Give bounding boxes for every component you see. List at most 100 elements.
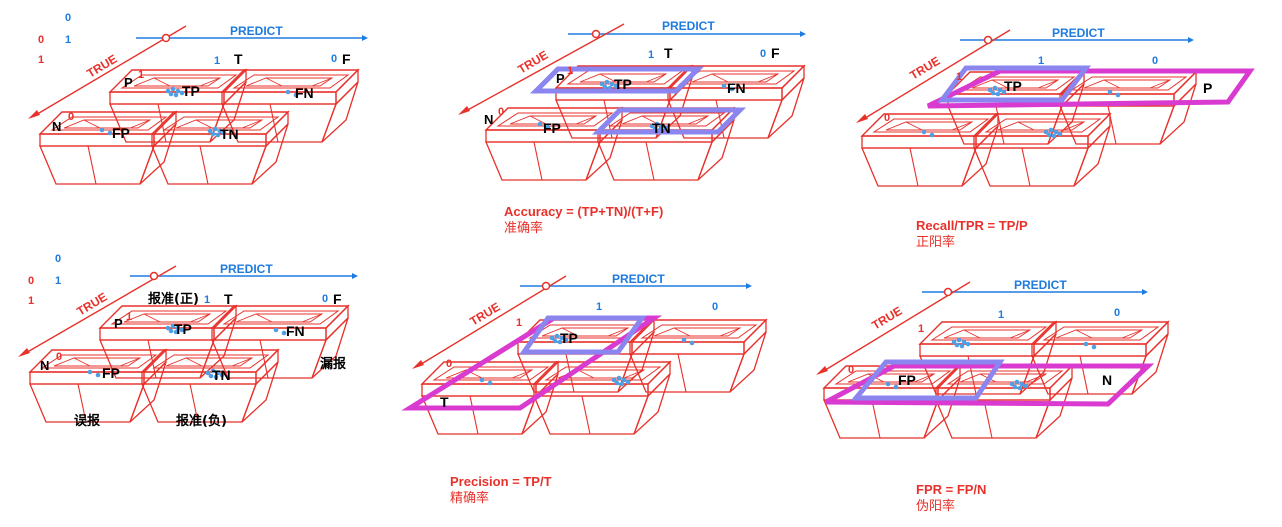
row-0-value: 0 (56, 351, 62, 363)
tray-grid (485, 65, 805, 181)
col-0-value: 0 (1152, 55, 1158, 67)
formula-caption: Accuracy = (TP+TN)/(T+F) (504, 204, 663, 219)
note-false-report: 误报 (74, 414, 101, 429)
col-1-value: 1 (214, 55, 220, 67)
panel-6: PREDICT TRUE 1 0 1 0 FP N FPR = FP/N 伪阳率 (816, 278, 1169, 514)
legend-blue-one: 1 (65, 34, 71, 46)
formula-caption: Recall/TPR = TP/P (916, 218, 1028, 233)
row-0-letter: N (40, 358, 49, 373)
col-0-value: 0 (331, 53, 337, 65)
col-1-value: 1 (998, 309, 1004, 321)
note-report-positive: 报准(正) (148, 291, 199, 307)
row-0-letter: N (484, 112, 493, 127)
col-1-letter: T (224, 291, 233, 307)
row-0-value: 0 (446, 358, 452, 370)
formula-caption-cn: 精确率 (450, 490, 489, 506)
formula-caption: FPR = FP/N (916, 482, 986, 497)
true-label: TRUE (869, 304, 904, 333)
row-0-value: 0 (884, 112, 890, 124)
note-report-negative: 报准(负) (176, 413, 227, 429)
true-label: TRUE (907, 54, 942, 83)
cell-tp: TP (174, 321, 192, 337)
col-0-value: 0 (760, 48, 766, 60)
row-1-value: 1 (567, 65, 573, 77)
col-1-value: 1 (204, 294, 210, 306)
formula-caption: Precision = TP/T (450, 474, 552, 489)
cell-tp: TP (560, 330, 578, 346)
panel-3: PREDICT TRUE 1 0 1 0 TP P Recall/TPR = T… (856, 26, 1255, 250)
cell-fp: FP (543, 120, 561, 136)
true-axis-arrow (23, 265, 177, 355)
legend-red-zero: 0 (28, 275, 34, 287)
cell-tn: TN (652, 120, 671, 136)
row-0-value: 0 (498, 106, 504, 118)
cell-n: N (1102, 372, 1112, 388)
legend-zero: 0 (65, 12, 71, 24)
panel-2: PREDICT TRUE 1 T 0 F P 1 N 0 TP FN FP TN… (458, 19, 806, 236)
axis-origin (541, 281, 551, 291)
legend-red-zero: 0 (38, 34, 44, 46)
axis-origin (161, 33, 171, 43)
true-axis-arrow (463, 23, 625, 113)
col-1-value: 1 (1038, 55, 1044, 67)
row-1-value: 1 (516, 317, 522, 329)
cell-tp: TP (1004, 78, 1022, 94)
axis-origin (149, 271, 159, 281)
row-1-value: 1 (138, 69, 144, 81)
col-1-letter: T (234, 51, 243, 67)
cell-tp: TP (614, 76, 632, 92)
cell-tn: TN (212, 367, 231, 383)
col-0-letter: F (333, 291, 342, 307)
cell-fp: FP (102, 365, 120, 381)
col-0-letter: F (342, 51, 351, 67)
true-label: TRUE (515, 48, 550, 77)
predict-label: PREDICT (612, 272, 665, 286)
col-1-value: 1 (648, 49, 654, 61)
highlight-n-row (824, 363, 1155, 407)
true-axis-arrow (417, 275, 567, 367)
formula-caption-cn: 正阳率 (916, 234, 955, 250)
tray-grid (421, 319, 767, 435)
legend-red-one: 1 (28, 295, 34, 307)
cell-t: T (440, 394, 449, 410)
row-1-letter: P (556, 71, 565, 86)
col-0-value: 0 (712, 301, 718, 313)
predict-label: PREDICT (220, 262, 273, 276)
col-1-value: 1 (596, 301, 602, 313)
row-1-value: 1 (956, 71, 962, 83)
col-0-value: 0 (1114, 307, 1120, 319)
col-1-letter: T (664, 45, 673, 61)
true-axis-arrow (33, 25, 187, 117)
predict-label: PREDICT (1014, 278, 1067, 292)
row-0-value: 0 (848, 364, 854, 376)
predict-label: PREDICT (1052, 26, 1105, 40)
highlight-tp (529, 66, 705, 94)
row-0-letter: N (52, 119, 61, 134)
row-1-letter: P (114, 316, 123, 331)
formula-caption-cn: 准确率 (504, 220, 543, 236)
col-0-value: 0 (322, 293, 328, 305)
row-1-value: 1 (126, 311, 132, 323)
cell-fn: FN (727, 80, 746, 96)
cell-fp: FP (898, 372, 916, 388)
highlight-fp (850, 359, 1005, 401)
formula-caption-cn: 伪阳率 (916, 498, 955, 514)
cell-tp: TP (182, 83, 200, 99)
highlight-tn (591, 107, 747, 135)
highlight-tp (937, 65, 1091, 103)
cell-p: P (1203, 80, 1212, 96)
note-missed: 漏报 (320, 356, 347, 372)
true-axis-arrow (821, 281, 971, 373)
cell-fn: FN (295, 85, 314, 101)
legend-blue-one: 1 (55, 275, 61, 287)
panel-1: PREDICT TRUE 0 0 1 1 1 T 0 F P 1 N 0 TP … (28, 12, 368, 185)
cell-fp: FP (112, 125, 130, 141)
predict-label: PREDICT (662, 19, 715, 33)
legend-red-one: 1 (38, 54, 44, 66)
predict-label: PREDICT (230, 24, 283, 38)
row-1-value: 1 (918, 323, 924, 335)
highlight-tp (519, 315, 647, 355)
true-label: TRUE (467, 300, 502, 329)
panel-4: PREDICT TRUE 0 0 1 1 报准(正) 1 T 0 F P 1 N… (18, 253, 358, 429)
